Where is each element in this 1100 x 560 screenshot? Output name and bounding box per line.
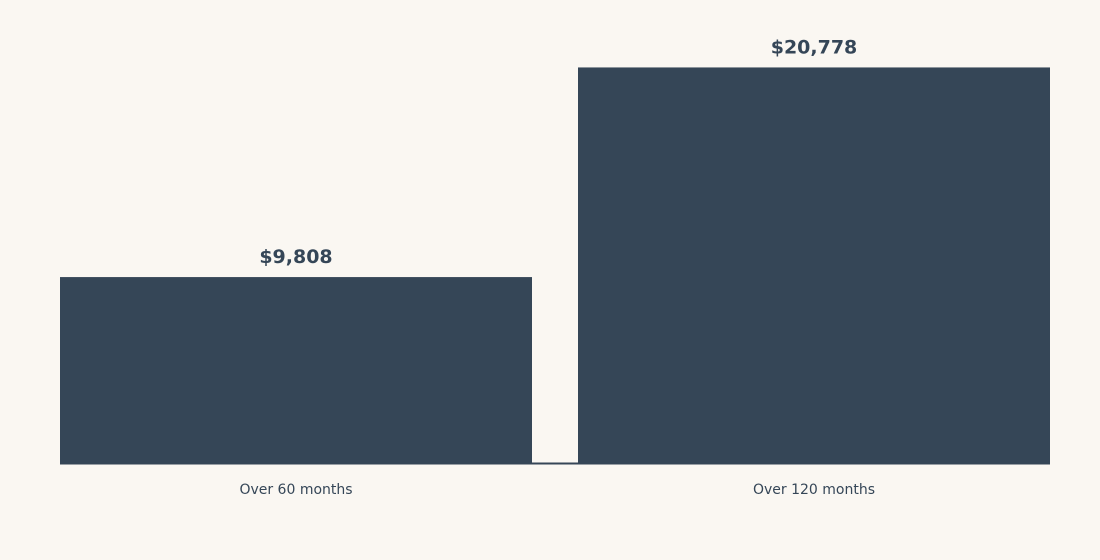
value-label-2: $20,778 <box>771 36 858 58</box>
bars-group <box>60 67 1050 465</box>
x-tick-labels-group: Over 60 months Over 120 months <box>239 482 875 498</box>
x-tick-label-1: Over 60 months <box>239 482 352 498</box>
value-labels-group: $9,808 $20,778 <box>259 36 857 268</box>
x-tick-label-2: Over 120 months <box>753 482 875 498</box>
bar-1 <box>60 277 532 465</box>
bar-2 <box>578 67 1050 465</box>
value-label-1: $9,808 <box>259 246 332 268</box>
